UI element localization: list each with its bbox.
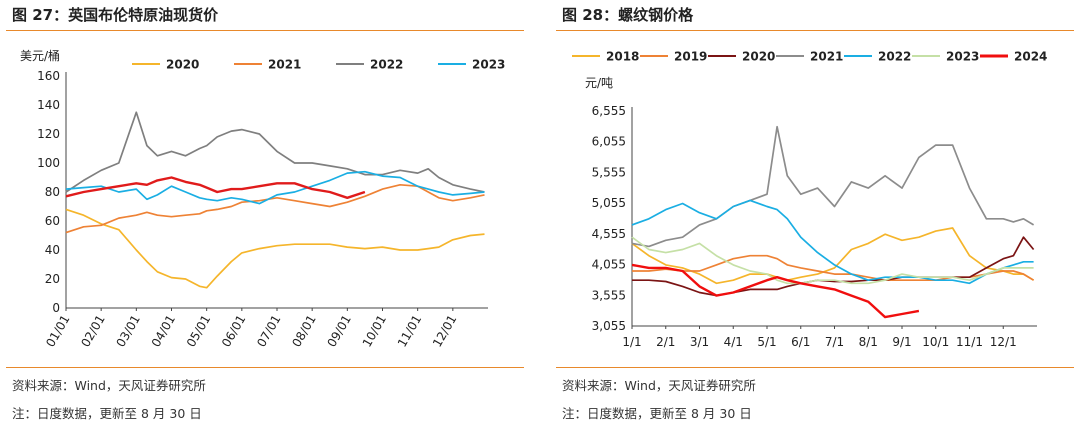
legend-label: 2020 [742, 50, 775, 64]
series-line-2023 [631, 236, 1034, 285]
series-line-2022 [631, 199, 1034, 285]
rebar-price-chart: 元/吨 3,055 3,555 4,055 4,555 5,055 5,555 6,055 6,… [572, 50, 1047, 349]
y-tick-label: 100 [37, 156, 60, 170]
x-tick-label: 11/01 [395, 313, 424, 350]
series-line-2021 [65, 183, 485, 234]
series-line-2018 [631, 227, 1035, 285]
chart-title: 图 27：英国布伦特原油现货价 [12, 6, 219, 24]
right-chart-panel: 图 28：螺纹钢价格 元/吨 3,055 3,555 4,055 4,555 5,055 5… [550, 0, 1080, 425]
x-tick-label: 03/01 [114, 313, 143, 350]
legend-label: 2018 [606, 50, 639, 64]
y-tick-label: 40 [45, 243, 60, 257]
y-axis-label: 美元/桶 [20, 48, 60, 63]
footer-divider [556, 367, 1074, 368]
x-tick-label: 08/01 [289, 313, 318, 350]
x-tick-label: 1/1 [622, 335, 641, 349]
x-tick-label: 10/01 [360, 313, 389, 350]
y-tick-label: 160 [37, 69, 60, 83]
x-tick-label: 11/1 [956, 335, 983, 349]
legend-label: 2024 [1014, 50, 1047, 64]
y-tick-label: 120 [37, 127, 60, 141]
x-tick-label: 06/01 [219, 313, 248, 350]
series-line-2022 [65, 111, 485, 193]
y-tick-label: 5,055 [592, 196, 626, 210]
y-tick-label: 0 [52, 301, 60, 315]
series-line-2024 [65, 176, 366, 200]
y-tick-label: 3,555 [592, 288, 626, 302]
y-tick-label: 5,555 [592, 165, 626, 179]
source-text: 资料来源：Wind，天风证券研究所 [562, 378, 756, 393]
y-axis-label: 元/吨 [585, 76, 613, 90]
y-tick-label: 3,055 [592, 319, 626, 333]
series-line-2023 [65, 170, 485, 205]
chart-title: 图 28：螺纹钢价格 [562, 6, 694, 24]
series-line-2020 [65, 208, 485, 289]
left-chart-panel: 图 27：英国布伦特原油现货价 美元/桶 0 20 40 60 80 100 120 140 16… [0, 0, 530, 425]
y-tick-label: 4,055 [592, 258, 626, 272]
title-divider [6, 30, 524, 31]
series-line-2019 [632, 254, 1035, 282]
legend-label: 2020 [166, 58, 199, 72]
brent-price-chart: 美元/桶 0 20 40 60 80 100 120 140 160 01/01 02/01 03/01… [20, 48, 505, 350]
legend-label: 2023 [472, 58, 505, 72]
y-tick-label: 140 [37, 98, 60, 112]
x-tick-label: 5/1 [757, 335, 776, 349]
x-tick-label: 6/1 [791, 335, 810, 349]
title-divider [556, 30, 1074, 31]
legend-label: 2023 [946, 50, 979, 64]
x-tick-label: 12/1 [990, 335, 1017, 349]
note-text: 注：日度数据，更新至 8 月 30 日 [12, 406, 202, 421]
x-tick-label: 07/01 [254, 313, 283, 350]
y-tick-label: 6,555 [592, 104, 626, 118]
x-tick-label: 9/1 [892, 335, 911, 349]
x-tick-label: 10/1 [922, 335, 949, 349]
note-text: 注：日度数据，更新至 8 月 30 日 [562, 406, 752, 421]
legend-label: 2021 [268, 58, 301, 72]
footer-divider [6, 367, 524, 368]
x-tick-label: 8/1 [859, 335, 878, 349]
source-text: 资料来源：Wind，天风证券研究所 [12, 378, 206, 393]
x-tick-label: 09/01 [325, 313, 354, 350]
series-line-2020 [632, 236, 1035, 297]
y-tick-label: 4,555 [592, 227, 626, 241]
x-tick-label: 12/01 [430, 313, 459, 350]
right-chart-group: 元/吨 3,055 3,555 4,055 4,555 5,055 5,555 6,055 6,… [572, 50, 1047, 349]
legend-label: 2021 [810, 50, 843, 64]
y-tick-label: 6,055 [592, 135, 626, 149]
legend-label: 2022 [878, 50, 911, 64]
x-tick-label: 04/01 [149, 313, 178, 350]
series-line-2021 [631, 125, 1035, 248]
y-tick-label: 20 [45, 272, 60, 286]
y-tick-label: 80 [45, 185, 60, 199]
series-line-2024 [631, 263, 920, 319]
x-tick-label: 02/01 [78, 313, 107, 350]
x-tick-label: 2/1 [656, 335, 675, 349]
x-tick-label: 7/1 [825, 335, 844, 349]
x-tick-label: 05/01 [184, 313, 213, 350]
x-tick-label: 4/1 [724, 335, 743, 349]
legend-label: 2022 [370, 58, 403, 72]
y-tick-label: 60 [45, 214, 60, 228]
x-tick-label: 3/1 [690, 335, 709, 349]
legend-label: 2019 [674, 50, 707, 64]
x-tick-label: 01/01 [43, 313, 72, 350]
